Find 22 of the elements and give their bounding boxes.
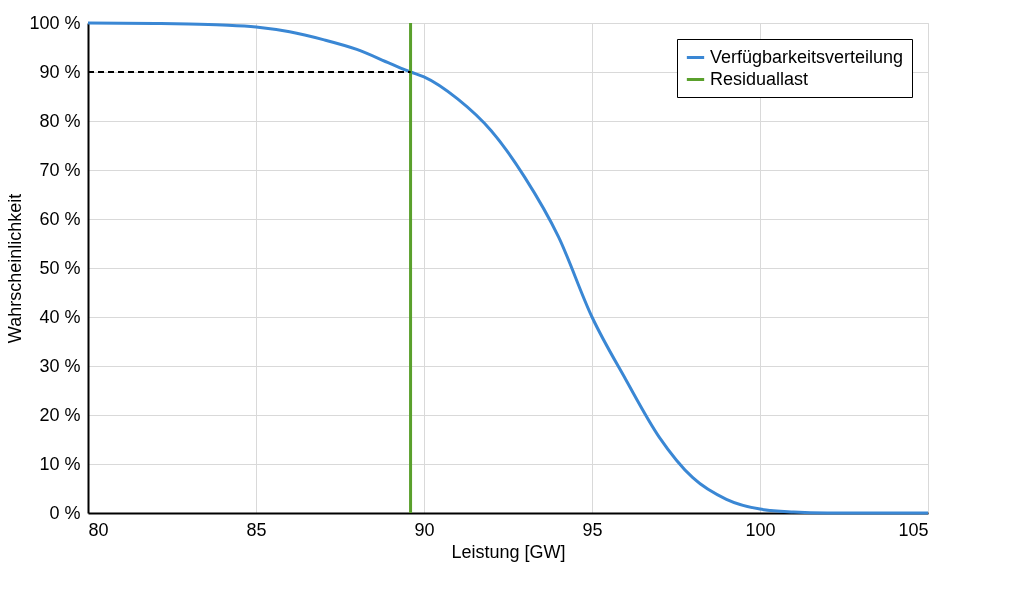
y-tick-label: 30 % — [39, 355, 81, 376]
x-tick-label: 90 — [414, 519, 435, 540]
legend-label: Verfügbarkeitsverteilung — [710, 46, 904, 67]
y-tick-label: 80 % — [39, 110, 81, 131]
legend-label: Residuallast — [710, 68, 809, 89]
y-tick-label: 50 % — [39, 257, 81, 278]
x-axis-title: Leistung [GW] — [451, 541, 566, 562]
x-tick-label: 100 — [745, 519, 776, 540]
y-tick-label: 100 % — [29, 12, 81, 33]
y-tick-label: 0 % — [49, 502, 81, 523]
y-axis-title: Wahrscheinlichkeit — [5, 193, 26, 344]
y-tick-label: 60 % — [39, 208, 81, 229]
y-tick-label: 90 % — [39, 61, 81, 82]
y-tick-label: 10 % — [39, 453, 81, 474]
y-tick-label: 70 % — [39, 159, 81, 180]
y-tick-label: 20 % — [39, 404, 81, 425]
x-tick-label: 105 — [898, 519, 929, 540]
x-tick-label: 80 — [88, 519, 109, 540]
x-tick-label: 85 — [246, 519, 267, 540]
line-series — [86, 21, 930, 515]
y-tick-label: 40 % — [39, 306, 81, 327]
x-tick-label: 95 — [582, 519, 603, 540]
